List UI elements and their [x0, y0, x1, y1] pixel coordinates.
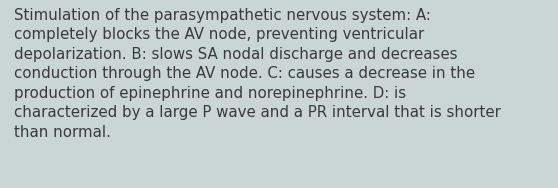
Text: Stimulation of the parasympathetic nervous system: A:
completely blocks the AV n: Stimulation of the parasympathetic nervo… [14, 8, 501, 140]
